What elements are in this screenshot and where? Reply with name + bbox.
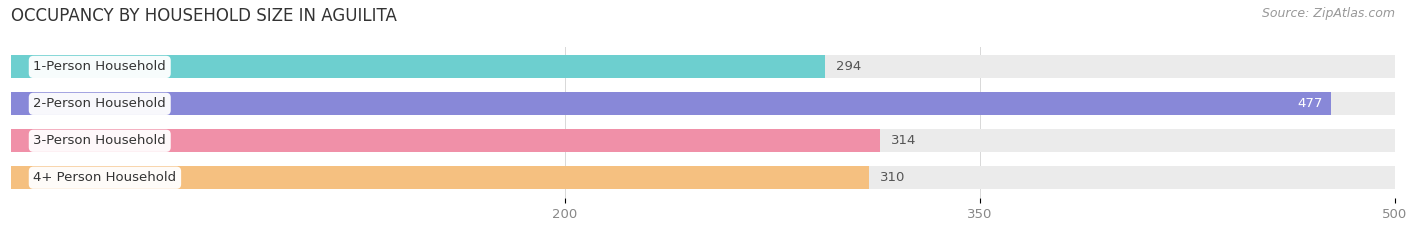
Bar: [11, 55, 825, 78]
Bar: [11, 93, 1331, 115]
Text: OCCUPANCY BY HOUSEHOLD SIZE IN AGUILITA: OCCUPANCY BY HOUSEHOLD SIZE IN AGUILITA: [11, 7, 396, 25]
Bar: [11, 55, 1395, 78]
Bar: [11, 129, 1395, 152]
Text: 1-Person Household: 1-Person Household: [34, 60, 166, 73]
Text: 294: 294: [835, 60, 860, 73]
Text: 477: 477: [1298, 97, 1323, 110]
Text: 314: 314: [891, 134, 917, 147]
Text: 3-Person Household: 3-Person Household: [34, 134, 166, 147]
Bar: [11, 166, 1395, 189]
Text: 2-Person Household: 2-Person Household: [34, 97, 166, 110]
Text: Source: ZipAtlas.com: Source: ZipAtlas.com: [1261, 7, 1395, 20]
Bar: [11, 129, 880, 152]
Bar: [11, 93, 1395, 115]
Text: 310: 310: [880, 171, 905, 184]
Text: 4+ Person Household: 4+ Person Household: [34, 171, 177, 184]
Bar: [11, 166, 869, 189]
